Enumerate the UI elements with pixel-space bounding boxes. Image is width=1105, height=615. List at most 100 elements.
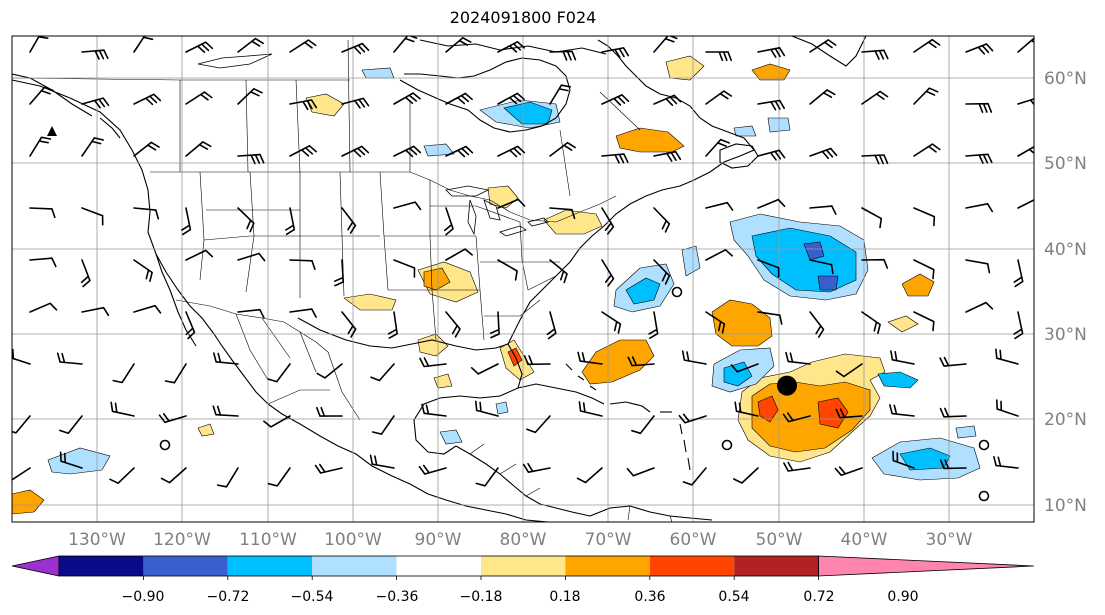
colorbar-segment [143,556,228,576]
great-lakes [197,53,549,237]
neg-anomaly-subtropical-mid [723,361,753,387]
map-title: 2024091800 F024 [449,8,597,27]
neg-anomaly-hudson-bay-mid [503,101,553,125]
wind-barb [237,308,265,319]
wind-barb [497,259,518,281]
wind-barb [29,302,58,313]
borders-central-america [469,443,541,497]
wind-barb [29,257,57,268]
wind-barb [267,363,291,383]
wind-barb [181,207,192,236]
wind-barb [393,36,418,53]
wind-barb [993,456,1019,469]
wind-barb [164,363,187,384]
wind-barb [497,198,526,209]
calm-circle [159,439,171,451]
neg-anomaly-atlantic-north-core-b [817,275,839,291]
lake-erie [499,225,527,237]
wind-barb [263,415,291,428]
wind-barb [626,467,655,477]
wind-barb [809,147,838,160]
wind-barb [965,43,994,55]
wind-barb [577,351,603,365]
coastline-central-america [455,445,591,517]
coastline-canada-east [597,39,755,181]
wind-barb [133,141,160,157]
wind-barb [133,259,153,282]
wind-barb [682,467,707,486]
wind-barb [705,138,730,157]
wind-barb [601,153,629,164]
colorbar-tick-label: −0.90 [122,589,165,605]
wind-barb [549,141,576,157]
wind-barb [475,467,499,487]
wind-barb [809,89,836,105]
wind-barb [809,39,837,53]
lon-label: 120°W [153,530,211,550]
wind-barb [653,259,671,285]
border-us-canada [150,171,617,223]
wind-barb [341,145,370,158]
wind-barb [913,38,941,53]
colorbar-segment [59,556,144,576]
wind-barb [341,207,357,234]
colorbar-segment [396,556,481,576]
wind-barb [445,311,461,338]
wind-barb [341,311,357,338]
wind-barb [237,207,255,233]
wind-barb [889,404,915,417]
wind-barb [834,466,863,477]
wind-barb [653,36,678,53]
neg-anomaly-gulf-yucatan [439,429,463,445]
wind-barb [497,145,526,158]
border-us-mexico [175,299,329,353]
wind-barb [316,406,343,417]
wind-barb [965,259,991,274]
wind-barb [289,308,317,318]
wind-barb [185,41,214,53]
wind-barb [705,311,726,334]
wind-barb [341,97,370,109]
wind-barb [1013,311,1024,340]
wind-barb [418,464,447,475]
wind-barb [653,150,682,162]
pos-anomaly-atlantic-mid [711,299,773,347]
lat-label: 20°N [1044,410,1087,430]
wind-barb [733,467,759,484]
colorbar-extend-low [11,555,60,577]
wind-barb [861,154,889,165]
wind-barb [314,463,343,474]
calm-circle [721,439,733,451]
wind-barb [370,363,395,382]
wind-barb [29,207,56,219]
colorbar-tick-labels: −0.90 −0.72 −0.54 −0.36 −0.18 0.18 0.36 … [122,589,919,605]
wind-barb [289,39,317,53]
wind-barb [160,467,187,484]
wind-barb [835,408,863,419]
wind-barb [110,401,135,417]
wind-barb [158,413,187,424]
great-slave-lake [197,53,273,69]
wind-barb [757,47,786,58]
colorbar-segment [565,556,650,576]
wind-barb [939,356,967,367]
pos-anomaly-gulf-west [417,333,449,357]
wind-barb [185,249,214,261]
coastline-lesser-antilles [679,423,691,471]
wind-barb [285,207,296,236]
neg-anomaly-atlantic-west-mid [625,277,661,305]
wind-barb [996,399,1019,417]
coastline-gulf-mexico [297,317,523,455]
pos-anomaly-caribbean-east [581,339,655,385]
lake-huron [483,199,501,221]
wind-barb [12,467,31,481]
wind-barb [497,92,525,105]
wind-barb [1017,199,1034,209]
borders-us-states-west [199,171,389,298]
pos-anomaly-atlantic-south-high-a [757,395,779,423]
wind-barb [549,207,576,220]
colorbar-segment [481,556,566,576]
wind-barb [212,405,239,417]
colorbar-tick-label: −0.54 [291,589,334,605]
wind-barb [861,311,881,335]
